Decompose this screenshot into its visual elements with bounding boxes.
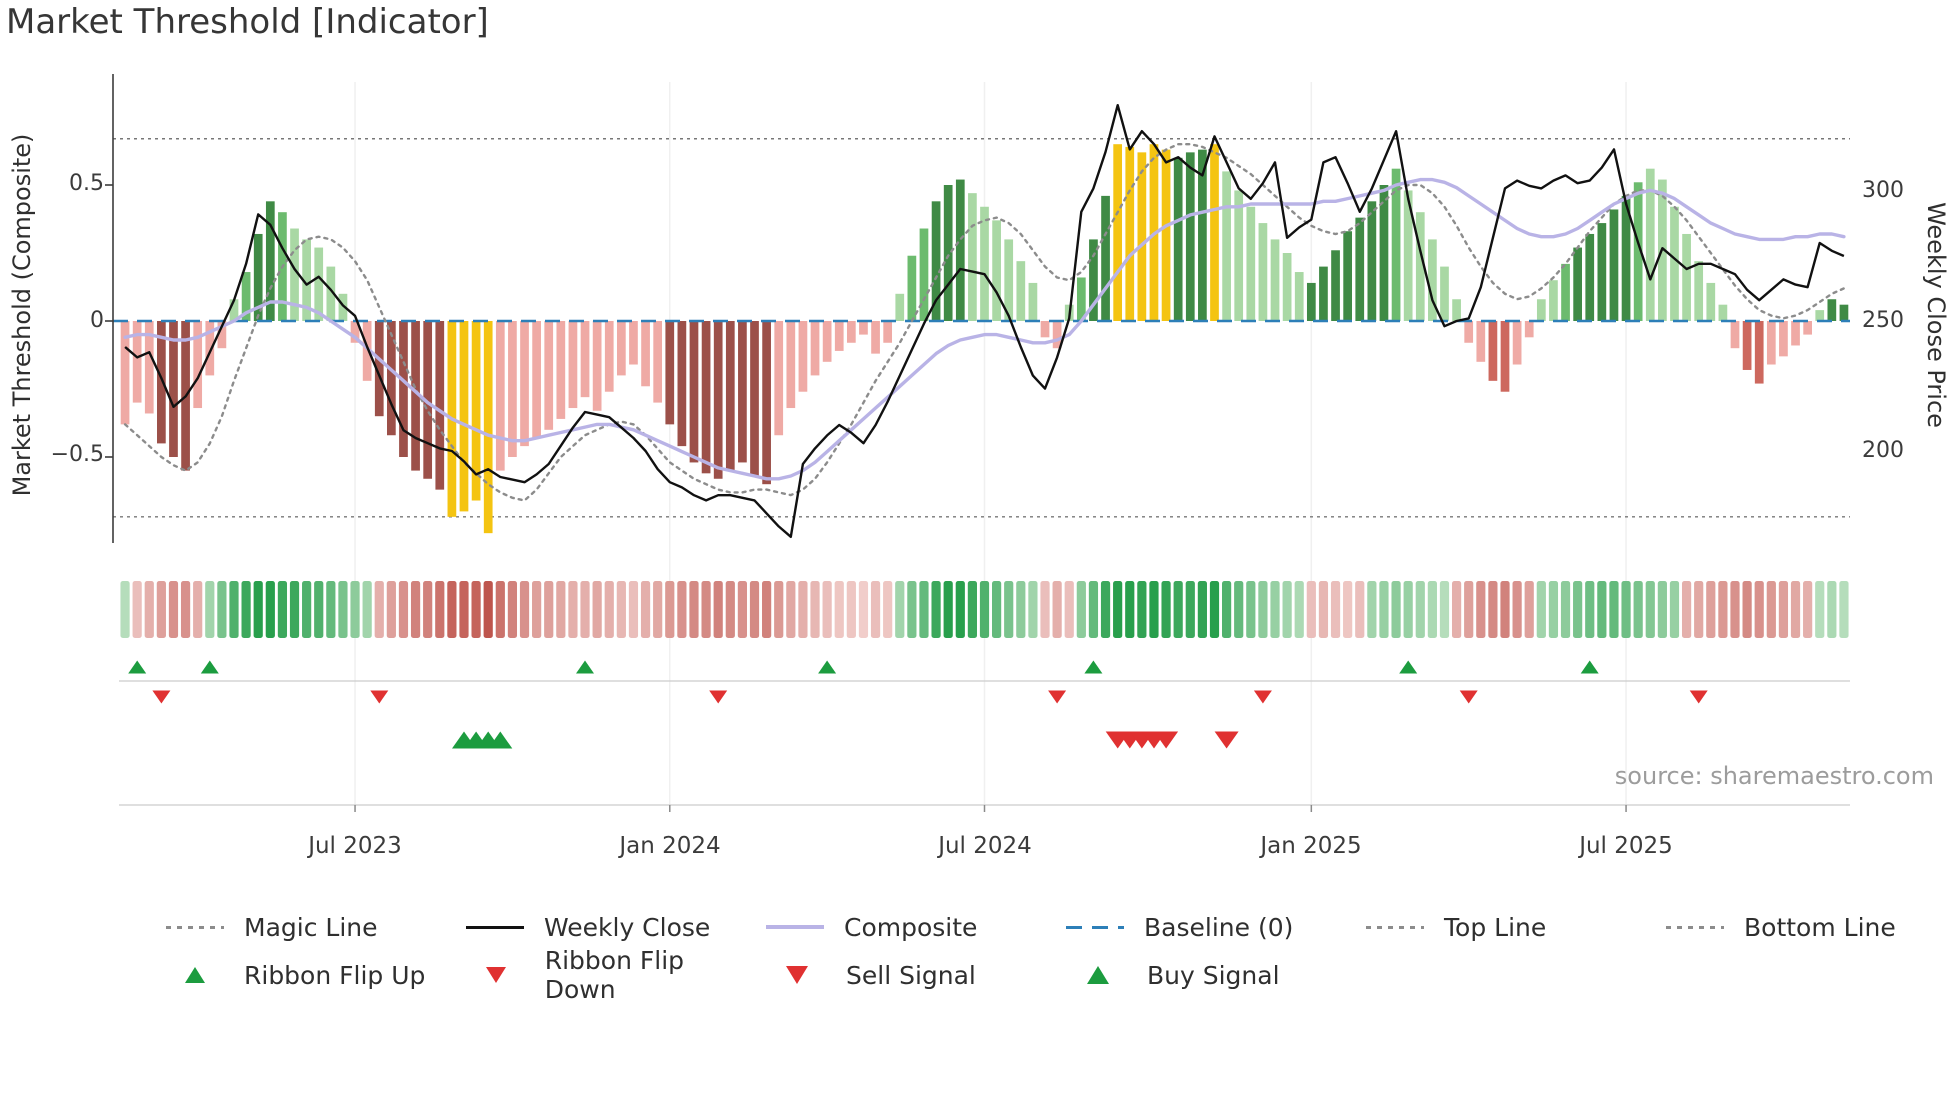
legend-label: Weekly Close — [544, 912, 711, 942]
legend-label: Top Line — [1444, 912, 1547, 942]
legend-item-sell-signal: Sell Signal — [762, 961, 1063, 990]
page-title: Market Threshold [Indicator] — [6, 2, 489, 42]
legend-item-ribbon-flip-down: Ribbon Flip Down — [461, 946, 762, 1004]
x-tick-jul-2024: Jul 2024 — [938, 833, 1032, 859]
legend-item-composite: Composite — [760, 913, 1060, 942]
legend-label: Magic Line — [244, 912, 378, 942]
legend-label: Baseline (0) — [1144, 912, 1294, 942]
legend-label: Ribbon Flip Up — [244, 960, 426, 990]
legend-item-bottom-line: Bottom Line — [1660, 913, 1960, 942]
legend-item-baseline: Baseline (0) — [1060, 913, 1360, 942]
sell-signal-icon — [786, 966, 808, 984]
legend-label: Sell Signal — [846, 960, 976, 990]
legend-item-ribbon-flip-up: Ribbon Flip Up — [160, 961, 461, 990]
magic-line-swatch — [166, 925, 224, 929]
weekly-close-swatch — [466, 925, 524, 929]
market-threshold-chart — [105, 74, 1850, 812]
legend-label: Composite — [844, 912, 978, 942]
right-tick-300: 300 — [1862, 178, 1904, 203]
right-axis-label: Weekly Close Price — [1922, 202, 1950, 428]
legend-item-magic-line: Magic Line — [160, 913, 460, 942]
buy-signal-icon — [1087, 966, 1109, 984]
left-tick-05: 0.5 — [69, 171, 104, 196]
legend-label: Ribbon Flip Down — [544, 946, 685, 1004]
ribbon-flip-up-icon — [185, 967, 205, 983]
bottom-line-swatch — [1666, 925, 1724, 929]
legend-row-2: Ribbon Flip Up Ribbon Flip Down Sell Sig… — [160, 946, 1960, 1004]
x-tick-jul-2025: Jul 2025 — [1579, 833, 1673, 859]
legend-item-buy-signal: Buy Signal — [1063, 961, 1364, 990]
legend-label: Buy Signal — [1147, 960, 1280, 990]
top-line-swatch — [1366, 925, 1424, 929]
x-tick-jan-2025: Jan 2025 — [1260, 833, 1362, 859]
x-tick-jan-2024: Jan 2024 — [619, 833, 721, 859]
baseline-swatch — [1066, 925, 1124, 929]
legend-label: Bottom Line — [1744, 912, 1896, 942]
x-tick-jul-2023: Jul 2023 — [308, 833, 402, 859]
ribbon-flip-down-icon — [485, 967, 506, 983]
composite-swatch — [766, 925, 824, 929]
right-tick-250: 250 — [1862, 308, 1904, 333]
legend-row-1: Magic Line Weekly Close Composite Baseli… — [160, 903, 1960, 951]
legend-item-weekly-close: Weekly Close — [460, 913, 760, 942]
source-credit: source: sharemaestro.com — [1614, 762, 1934, 790]
left-tick-neg05: −0.5 — [50, 442, 104, 467]
legend-item-top-line: Top Line — [1360, 913, 1660, 942]
right-tick-200: 200 — [1862, 438, 1904, 463]
left-tick-0: 0 — [90, 308, 104, 333]
legend: Magic Line Weekly Close Composite Baseli… — [160, 903, 1960, 1004]
